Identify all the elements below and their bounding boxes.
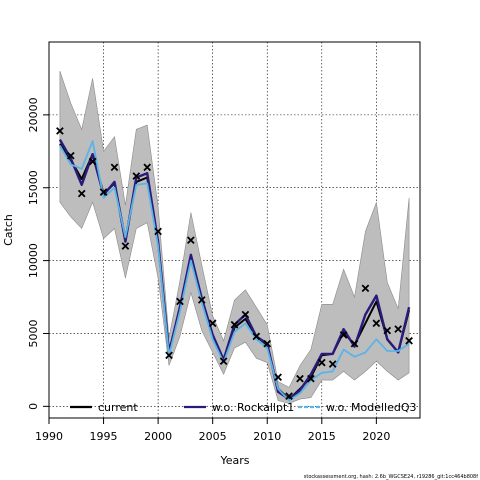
confidence-band-area [59, 71, 410, 404]
observed-point [99, 188, 108, 196]
footer-text: stockassessment.org, hash: 2.6b_WGCSE24,… [304, 474, 478, 480]
y-tick-label: 10000 [27, 243, 40, 278]
observed-point [176, 297, 184, 306]
observed-point [143, 163, 152, 172]
y-tick-label: 20000 [27, 97, 40, 132]
observed-points [56, 127, 413, 400]
observed-point [197, 296, 206, 304]
observed-point [307, 374, 315, 383]
y-axis-label: Catch [2, 214, 15, 246]
x-tick-label: 2005 [199, 430, 227, 443]
x-axis: 1990 1995 2000 2005 2010 2015 2020 [35, 418, 390, 443]
legend-label-1: w.o. Rockallpt1 [212, 401, 294, 414]
observed-point [88, 157, 97, 166]
observed-point [208, 319, 217, 328]
x-tick-label: 2020 [362, 430, 390, 443]
series-line-2 [59, 140, 410, 402]
observed-point [56, 127, 64, 135]
observed-point [66, 151, 75, 160]
x-tick-label: 2015 [308, 430, 336, 443]
observed-point [252, 332, 261, 341]
x-tick-label: 1995 [90, 430, 118, 443]
x-tick-label: 2000 [144, 430, 172, 443]
observed-point [339, 331, 348, 339]
observed-point [121, 242, 130, 250]
observed-point [394, 325, 403, 333]
observed-point [263, 339, 272, 348]
y-tick-label: 5000 [27, 319, 40, 347]
x-axis-label: Years [219, 454, 249, 467]
observed-point [296, 374, 304, 383]
observed-point [230, 320, 239, 329]
observed-point [285, 392, 293, 400]
observed-point [350, 339, 359, 348]
confidence-band [59, 71, 410, 404]
y-axis: 0 5000 10000 15000 20000 [27, 97, 49, 410]
observed-point [274, 373, 282, 382]
observed-point [132, 172, 141, 180]
observed-point [241, 310, 250, 319]
legend-label-0: current [98, 401, 138, 414]
observed-point [328, 360, 337, 368]
y-tick-label: 15000 [27, 170, 40, 205]
observed-point [405, 336, 413, 345]
observed-point [187, 236, 195, 245]
x-tick-label: 2010 [253, 430, 281, 443]
observed-point [165, 351, 173, 360]
observed-point [154, 227, 162, 236]
legend: current w.o. Rockallpt1 w.o. ModelledQ3 [70, 401, 417, 414]
x-tick-label: 1990 [35, 430, 63, 443]
observed-point [219, 357, 228, 365]
observed-point [372, 319, 381, 328]
observed-point [361, 284, 370, 293]
observed-point [77, 189, 86, 198]
observed-point [317, 358, 326, 367]
observed-point [383, 326, 392, 335]
y-tick-label: 0 [27, 403, 40, 410]
observed-point [110, 163, 119, 172]
legend-label-2: w.o. ModelledQ3 [326, 401, 417, 414]
plot-frame [48, 41, 421, 419]
